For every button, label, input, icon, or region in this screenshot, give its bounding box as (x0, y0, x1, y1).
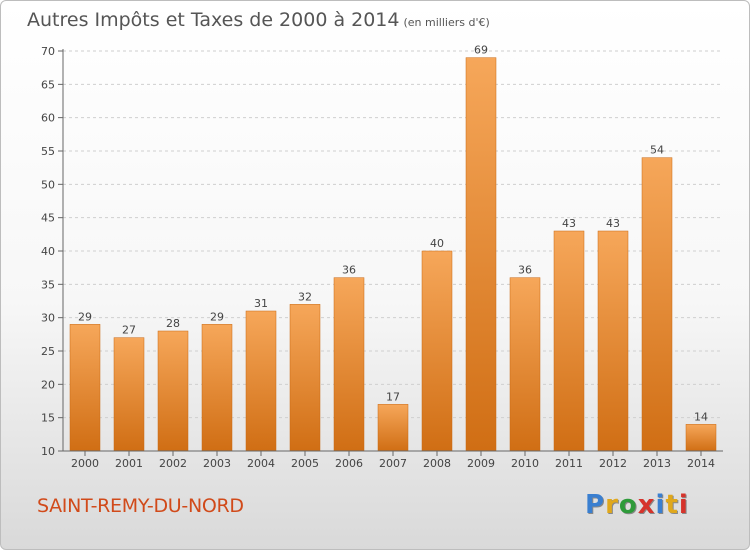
y-tick-label: 25 (41, 345, 55, 358)
data-label: 27 (122, 324, 136, 337)
data-label: 69 (474, 44, 488, 57)
chart-title: Autres Impôts et Taxes de 2000 à 2014 (en… (27, 9, 490, 31)
data-label: 40 (430, 237, 444, 250)
axes (58, 49, 723, 456)
y-tick-label: 60 (41, 112, 55, 125)
bar (641, 157, 673, 452)
bar (465, 57, 497, 452)
title-text: Autres Impôts et Taxes de 2000 à 2014 (27, 9, 400, 31)
bar (289, 304, 321, 452)
x-tick-label: 2011 (555, 457, 583, 470)
data-label: 17 (386, 390, 400, 403)
x-tick-label: 2008 (423, 457, 451, 470)
y-tick-label: 10 (41, 445, 55, 458)
data-label: 32 (298, 290, 312, 303)
y-tick-label: 55 (41, 145, 55, 158)
data-label: 29 (78, 310, 92, 323)
data-label: 36 (342, 264, 356, 277)
data-label: 14 (694, 410, 708, 423)
data-label: 43 (606, 217, 620, 230)
y-tick-label: 70 (41, 45, 55, 58)
bar (597, 230, 629, 452)
x-tick-label: 2010 (511, 457, 539, 470)
data-label: 36 (518, 264, 532, 277)
data-label: 29 (210, 310, 224, 323)
bar (333, 277, 365, 452)
x-tick-label: 2014 (687, 457, 715, 470)
bar (421, 250, 453, 452)
x-tick-label: 2001 (115, 457, 143, 470)
logo-letter: x (637, 490, 656, 520)
commune-name: SAINT-REMY-DU-NORD (37, 495, 244, 517)
logo-letter: o (618, 490, 638, 520)
bars (69, 57, 717, 452)
data-label: 28 (166, 317, 180, 330)
logo-letter: i (678, 490, 689, 520)
bar (377, 404, 409, 452)
x-tick-label: 2006 (335, 457, 363, 470)
y-tick-label: 15 (41, 412, 55, 425)
logo-letter: P (585, 490, 606, 520)
y-tick-label: 50 (41, 178, 55, 191)
x-tick-label: 2000 (71, 457, 99, 470)
x-tick-label: 2013 (643, 457, 671, 470)
x-tick-label: 2007 (379, 457, 407, 470)
bar (201, 324, 233, 452)
x-tick-label: 2002 (159, 457, 187, 470)
logo-letter: i (655, 490, 666, 520)
bar (685, 424, 717, 452)
proxiti-logo: Proxiti (585, 490, 689, 520)
bar (113, 337, 145, 452)
bar (553, 230, 585, 452)
bar (157, 330, 189, 452)
data-label: 54 (650, 144, 664, 157)
y-tick-label: 35 (41, 278, 55, 291)
x-tick-label: 2003 (203, 457, 231, 470)
labels: 10 15 20 25 30 35 40 45 50 55 60 65 70 29 2000 27 2001 28… (41, 44, 715, 470)
logo-letter: r (605, 490, 619, 520)
bar (509, 277, 541, 452)
y-tick-label: 45 (41, 212, 55, 225)
data-label: 31 (254, 297, 268, 310)
bar (69, 324, 101, 452)
x-tick-label: 2009 (467, 457, 495, 470)
y-tick-label: 65 (41, 78, 55, 91)
y-tick-label: 40 (41, 245, 55, 258)
x-tick-label: 2004 (247, 457, 275, 470)
bar (245, 310, 277, 452)
x-tick-label: 2012 (599, 457, 627, 470)
y-tick-label: 30 (41, 312, 55, 325)
data-label: 43 (562, 217, 576, 230)
unit-label: (en milliers d'€) (403, 16, 490, 29)
logo-letter: t (665, 490, 679, 520)
y-tick-label: 20 (41, 378, 55, 391)
x-tick-label: 2005 (291, 457, 319, 470)
